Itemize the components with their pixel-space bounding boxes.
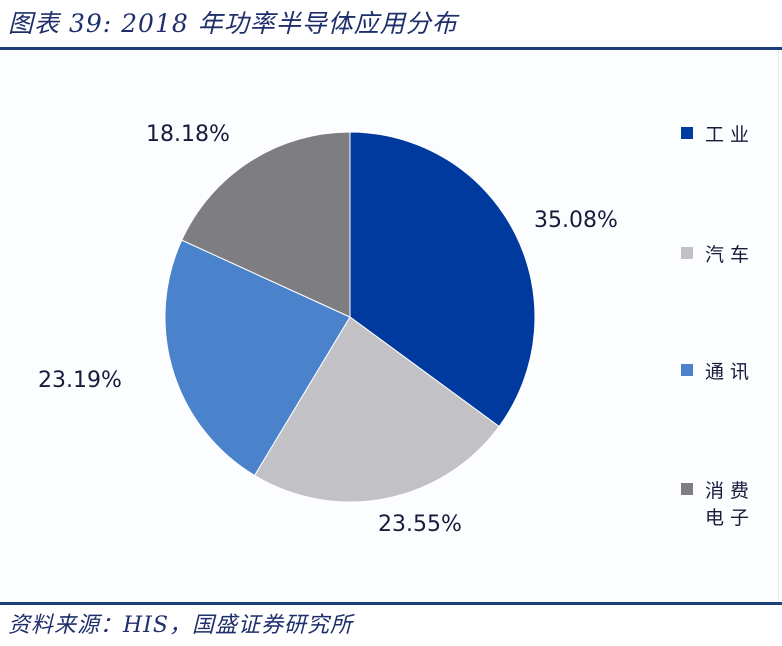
pie-chart bbox=[164, 131, 536, 503]
legend-label: 消费电子 bbox=[705, 480, 756, 529]
legend-item-communication: 通讯 bbox=[681, 359, 765, 386]
legend-swatch-consumer bbox=[681, 483, 693, 495]
source-note: 资料来源：HIS，国盛证券研究所 bbox=[8, 613, 353, 638]
legend-swatch-communication bbox=[681, 364, 693, 376]
slice-industrial bbox=[349, 131, 536, 428]
legend-swatch-automotive bbox=[681, 247, 693, 259]
label-automotive: 23.55% bbox=[378, 512, 462, 537]
legend-item-consumer: 消费电子 bbox=[681, 478, 765, 532]
legend-label: 工业 bbox=[705, 124, 756, 146]
legend-item-industrial: 工业 bbox=[681, 122, 765, 149]
chart-title: 图表 39: 2018 年功率半导体应用分布 bbox=[8, 9, 458, 38]
top-divider bbox=[0, 47, 782, 50]
chart-area: 35.08% 23.55% 23.19% 18.18% 工业 汽车 通讯 消费电… bbox=[0, 50, 779, 602]
legend-swatch-industrial bbox=[681, 127, 693, 139]
bottom-divider bbox=[0, 602, 782, 605]
label-consumer: 18.18% bbox=[146, 122, 230, 147]
slice-consumer bbox=[181, 131, 351, 318]
legend-label: 汽车 bbox=[705, 244, 756, 266]
legend-item-automotive: 汽车 bbox=[681, 242, 765, 269]
slice-communication bbox=[164, 239, 351, 477]
legend-label: 通讯 bbox=[705, 361, 756, 383]
label-communication: 23.19% bbox=[38, 368, 122, 393]
label-industrial: 35.08% bbox=[534, 208, 618, 233]
slice-automotive bbox=[253, 316, 500, 503]
